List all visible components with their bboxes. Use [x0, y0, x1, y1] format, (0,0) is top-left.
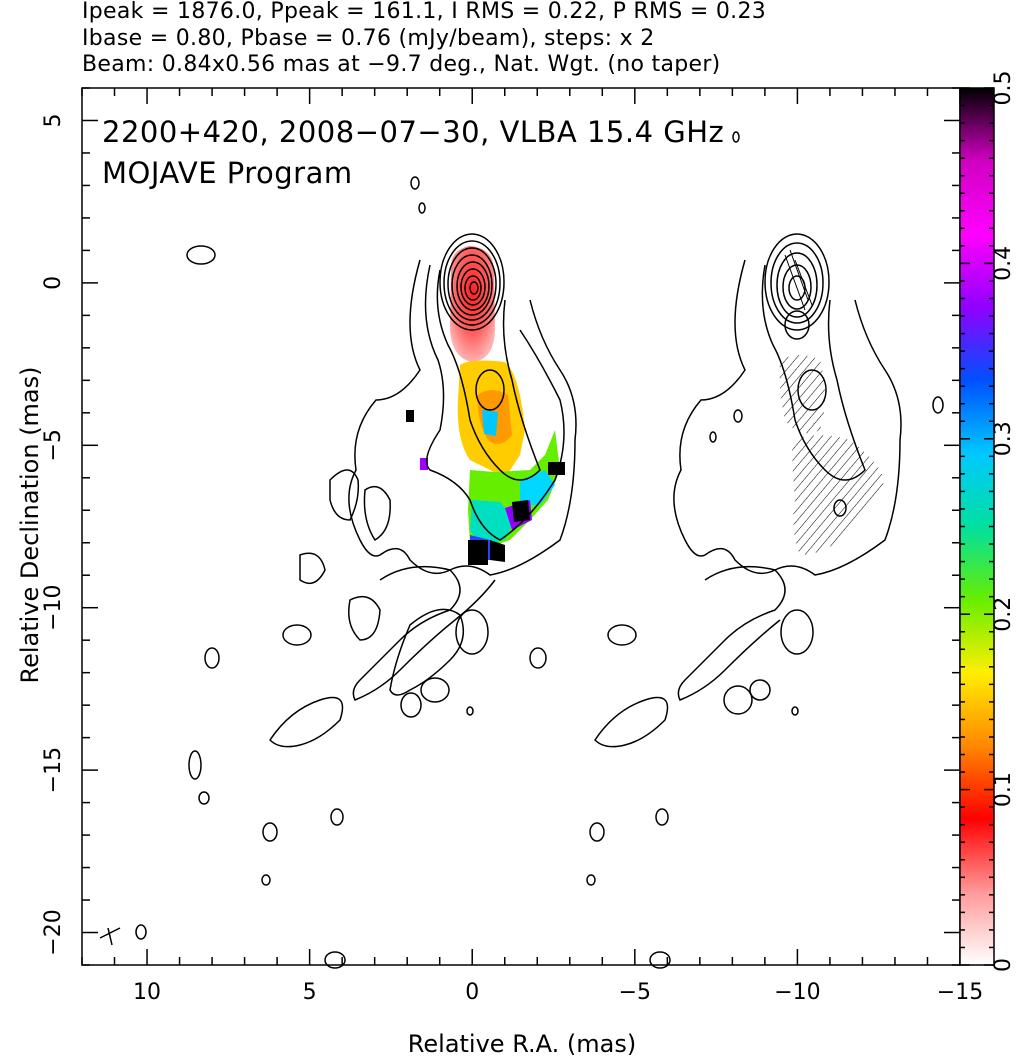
y-tick-label: −10 [41, 584, 66, 630]
x-tick-label: −15 [937, 980, 983, 1005]
colorbar-tick-label: 0 [991, 958, 1016, 972]
header-line-1: Ipeak = 1876.0, Ppeak = 161.1, I RMS = 0… [82, 0, 767, 24]
left-polarization-image [406, 246, 565, 565]
y-tick-label: 0 [41, 276, 66, 290]
x-tick-label: −5 [619, 980, 651, 1005]
program-annotation: MOJAVE Program [102, 156, 353, 190]
x-tick-label: −10 [774, 980, 820, 1005]
axis-tick-labels: 10 5 0 −5 −10 −15 5 0 −5 −10 −15 −20 [41, 113, 983, 1005]
y-axis-label: Relative Declination (mas) [16, 366, 44, 684]
colorbar-tick-label: 0.1 [991, 772, 1016, 807]
y-tick-label: −20 [41, 909, 66, 955]
left-contours [99, 176, 577, 969]
x-tick-label: 5 [303, 980, 317, 1005]
right-contours [586, 131, 944, 969]
y-tick-label: −5 [41, 429, 66, 461]
y-tick-label: 5 [41, 113, 66, 127]
colorbar-tick-labels: 0 0.1 0.2 0.3 0.4 0.5 [991, 71, 1016, 973]
header-line-2: Ibase = 0.80, Pbase = 0.76 (mJy/beam), s… [82, 26, 655, 51]
x-axis-label: Relative R.A. (mas) [407, 1030, 637, 1058]
header-line-3: Beam: 0.84x0.56 mas at −9.7 deg., Nat. W… [82, 52, 721, 77]
y-tick-label: −15 [41, 747, 66, 793]
colorbar [959, 87, 995, 966]
source-annotation: 2200+420, 2008−07−30, VLBA 15.4 GHz [102, 115, 725, 149]
x-tick-label: 10 [133, 980, 161, 1005]
colorbar-tick-label: 0.5 [991, 71, 1016, 106]
colorbar-tick-label: 0.4 [991, 246, 1016, 281]
axis-ticks [81, 87, 961, 966]
colorbar-tick-label: 0.3 [991, 421, 1016, 456]
x-tick-label: 0 [465, 980, 479, 1005]
colorbar-ticks [960, 87, 994, 966]
colorbar-tick-label: 0.2 [991, 597, 1016, 632]
